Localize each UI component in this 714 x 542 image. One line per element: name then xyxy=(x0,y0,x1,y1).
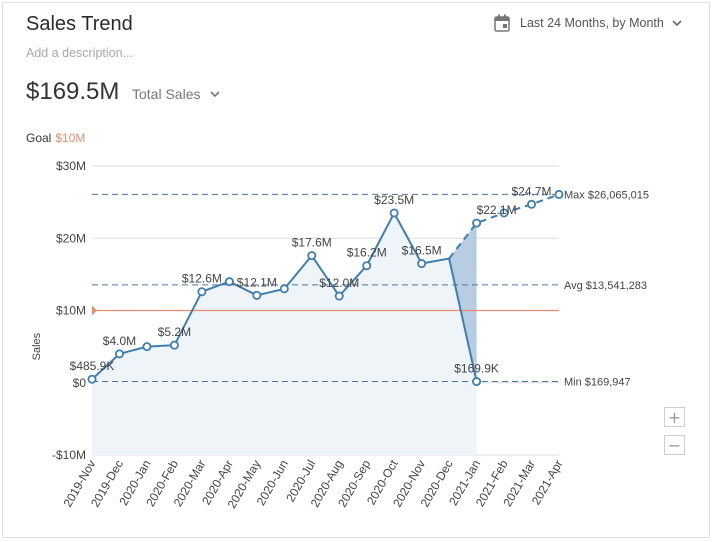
reference-label-max: Max $26,065,015 xyxy=(564,189,649,201)
reference-label-avg: Avg $13,541,283 xyxy=(564,280,647,292)
period-selector[interactable]: Last 24 Months, by Month xyxy=(494,14,682,32)
data-point xyxy=(197,287,207,297)
data-label: $169.9K xyxy=(454,362,499,376)
sales-area-fill xyxy=(92,212,477,455)
data-label: $16.2M xyxy=(347,246,387,260)
metric-label: Total Sales xyxy=(132,86,201,102)
data-point xyxy=(307,251,317,261)
forecast-point xyxy=(472,218,482,228)
chevron-down-icon xyxy=(672,20,682,27)
data-point xyxy=(252,290,262,300)
forecast-data-label: $22.1M xyxy=(477,203,517,217)
description-input[interactable]: Add a description... xyxy=(26,46,134,60)
forecast-range-fill xyxy=(449,223,477,382)
page-title: Sales Trend xyxy=(26,13,133,35)
zoom-in-button[interactable]: + xyxy=(664,407,685,427)
data-point xyxy=(389,208,399,218)
y-tick-label: $0 xyxy=(73,376,87,390)
data-point xyxy=(362,261,372,271)
data-point xyxy=(142,342,152,352)
data-label: $17.6M xyxy=(292,236,332,250)
data-point xyxy=(87,374,97,384)
data-label: $5.2M xyxy=(158,325,191,339)
data-label: $12.6M xyxy=(182,272,222,286)
total-sales-value: $169.5M xyxy=(26,78,120,105)
forecast-point xyxy=(499,208,509,218)
data-point xyxy=(417,259,427,269)
reference-label-min: Min $169,947 xyxy=(564,377,631,389)
forecast-point xyxy=(554,189,564,199)
y-tick-label: $30M xyxy=(56,159,86,173)
goal-indicator: Goal $10M xyxy=(26,131,85,145)
metric-selector[interactable]: Total Sales xyxy=(132,86,221,102)
goal-label: Goal xyxy=(26,131,52,145)
period-label: Last 24 Months, by Month xyxy=(520,16,664,30)
y-tick-label: -$10M xyxy=(52,448,86,462)
data-label: $4.0M xyxy=(103,334,136,348)
chevron-down-icon xyxy=(210,91,221,98)
forecast-point xyxy=(527,199,537,209)
y-axis-title: Sales xyxy=(31,332,43,360)
y-tick-label: $20M xyxy=(56,231,86,245)
calendar-icon xyxy=(494,14,510,32)
data-point xyxy=(334,291,344,301)
data-label: $24.7M xyxy=(512,184,552,198)
data-point xyxy=(224,277,234,287)
data-label: $23.5M xyxy=(374,193,414,207)
y-tick-label: $10M xyxy=(56,304,86,318)
data-label: $16.5M xyxy=(402,244,442,258)
zoom-out-button[interactable]: − xyxy=(664,435,685,455)
goal-marker xyxy=(92,305,97,316)
data-label: $485.9K xyxy=(70,359,115,373)
goal-value: $10M xyxy=(55,131,86,145)
data-point xyxy=(472,377,482,387)
data-label: $12.0M xyxy=(319,276,359,290)
data-label: $12.1M xyxy=(237,275,277,289)
data-point xyxy=(279,284,289,294)
data-point xyxy=(114,349,124,359)
data-point xyxy=(169,340,179,350)
